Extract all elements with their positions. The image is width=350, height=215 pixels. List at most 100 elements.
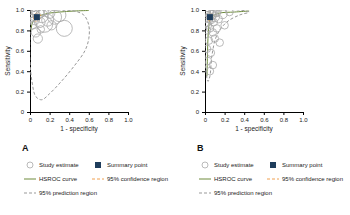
tick-mark bbox=[27, 112, 30, 113]
tick-label: 0.2 bbox=[16, 89, 25, 95]
plot-area bbox=[30, 10, 89, 100]
summary-point bbox=[207, 14, 213, 20]
tick: 1.0 bbox=[299, 112, 308, 123]
legend-marker bbox=[95, 162, 101, 168]
tick: 0.4 bbox=[66, 112, 75, 123]
panel: 00.20.40.60.81.000.20.40.60.81.01 - spec… bbox=[179, 4, 343, 196]
study-point bbox=[53, 10, 66, 22]
legend-label: HSROC curve bbox=[39, 176, 78, 182]
tick: 0 bbox=[29, 112, 33, 123]
tick-mark bbox=[108, 112, 109, 115]
legend-marker bbox=[270, 162, 276, 168]
legend-marker bbox=[27, 162, 33, 168]
series-line bbox=[34, 13, 41, 21]
tick-label: 0.4 bbox=[191, 69, 200, 75]
legend: Study estimate Summary point HSROC curve 95… bbox=[24, 162, 168, 196]
study-point bbox=[211, 35, 219, 43]
tick: 0.4 bbox=[241, 112, 250, 123]
tick: 0.6 bbox=[191, 48, 205, 54]
tick: 0 bbox=[196, 109, 205, 115]
study-point bbox=[206, 67, 214, 75]
tick-label: 0.6 bbox=[16, 48, 25, 54]
study-point bbox=[33, 34, 42, 43]
tick: 0.8 bbox=[280, 112, 289, 123]
legend-label: Summary point bbox=[107, 162, 148, 168]
y-axis-title: Sensitivity bbox=[179, 46, 187, 76]
legend-label: 95% prediction region bbox=[39, 190, 97, 196]
tick-mark bbox=[303, 112, 304, 115]
tick-mark bbox=[27, 30, 30, 31]
panel-label: B bbox=[197, 143, 204, 153]
tick-label: 0 bbox=[196, 109, 200, 115]
y-axis: 0 0.2 0.4 0.6 0.8 1.0 bbox=[16, 7, 31, 115]
study-point bbox=[205, 57, 212, 65]
tick-label: 1.0 bbox=[299, 117, 308, 123]
tick-label: 0 bbox=[29, 117, 33, 123]
tick: 0.6 bbox=[260, 112, 269, 123]
legend-label: 95% confidence region bbox=[282, 176, 343, 182]
study-point bbox=[56, 20, 72, 36]
panel: 00.20.40.60.81.000.20.40.60.81.01 - spec… bbox=[4, 6, 168, 196]
legend-marker bbox=[199, 179, 211, 180]
tick-label: 0 bbox=[204, 117, 208, 123]
tick-mark bbox=[244, 112, 245, 115]
x-axis: 00.20.40.60.81.0 bbox=[204, 112, 309, 123]
figure: 00.20.40.60.81.000.20.40.60.81.01 - spec… bbox=[0, 0, 350, 215]
tick: 0.8 bbox=[16, 28, 30, 34]
tick-label: 0.8 bbox=[191, 28, 200, 34]
tick-mark bbox=[202, 71, 205, 72]
tick: 1.0 bbox=[16, 7, 30, 13]
legend-label: 95% confidence region bbox=[107, 176, 168, 182]
tick-label: 0.2 bbox=[46, 117, 55, 123]
tick: 0.6 bbox=[85, 112, 94, 123]
tick-mark bbox=[27, 71, 30, 72]
x-axis: 0 0.2 0.4 0.6 0.8 1.0 bbox=[29, 112, 134, 123]
tick-mark bbox=[27, 10, 30, 11]
tick-label: 0.4 bbox=[241, 117, 250, 123]
legend-label: HSROC curve bbox=[214, 176, 253, 182]
legend-marker bbox=[199, 193, 211, 194]
legend-label: 95% prediction region bbox=[214, 190, 272, 196]
tick-mark bbox=[27, 51, 30, 52]
study-point bbox=[39, 10, 48, 16]
tick: 0 bbox=[21, 109, 30, 115]
y-axis: 0 0.2 0.4 0.6 0.8 1.0 bbox=[191, 7, 206, 115]
legend-marker bbox=[24, 193, 36, 194]
tick-mark bbox=[202, 51, 205, 52]
tick-mark bbox=[128, 112, 129, 115]
panel-label: A bbox=[22, 143, 29, 153]
tick-mark bbox=[283, 112, 284, 115]
tick-label: 0.2 bbox=[191, 89, 200, 95]
tick-label: 0.6 bbox=[260, 117, 269, 123]
tick: 1.0 bbox=[124, 112, 133, 123]
tick-mark bbox=[202, 92, 205, 93]
axis-line bbox=[206, 113, 304, 116]
legend-label: Study estimate bbox=[39, 162, 79, 168]
tick: 0.8 bbox=[105, 112, 114, 123]
tick: 0.6 bbox=[16, 48, 30, 54]
tick: 0.4 bbox=[16, 69, 30, 75]
study-point bbox=[226, 10, 234, 16]
axis-line bbox=[202, 11, 206, 113]
tick-label: 1.0 bbox=[16, 7, 25, 13]
study-point bbox=[205, 45, 211, 53]
series-line bbox=[205, 10, 249, 81]
tick-mark bbox=[27, 92, 30, 93]
study-point bbox=[221, 22, 229, 30]
legend-marker bbox=[24, 179, 36, 180]
study-point bbox=[31, 10, 39, 15]
tick-label: 0.4 bbox=[66, 117, 75, 123]
tick-mark bbox=[202, 30, 205, 31]
tick-mark bbox=[264, 112, 265, 115]
study-point bbox=[37, 26, 45, 34]
tick-mark bbox=[50, 112, 51, 115]
legend-label: Summary point bbox=[282, 162, 323, 168]
tick: 1.0 bbox=[191, 7, 205, 13]
study-point bbox=[47, 21, 56, 30]
summary-point bbox=[34, 14, 40, 20]
legend: Study estimateSummary pointHSROC curve95… bbox=[199, 162, 343, 196]
tick: 0.2 bbox=[46, 112, 55, 123]
tick-label: 1.0 bbox=[124, 117, 133, 123]
tick-label: 0.6 bbox=[85, 117, 94, 123]
tick-mark bbox=[69, 112, 70, 115]
